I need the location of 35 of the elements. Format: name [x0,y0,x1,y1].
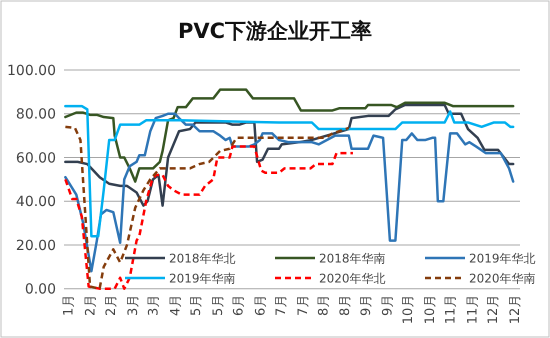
legend-label: 2019年华北 [469,252,536,266]
legend-label: 2019年华南 [169,272,236,286]
x-tick-label: 7月 [274,294,289,316]
x-tick-label: 2月 [104,294,120,316]
x-tick-label: 2月 [84,294,99,316]
x-tick-label: 3月 [146,294,162,316]
y-tick-label: 80.00 [16,106,56,123]
x-tick-label: 10月 [401,294,416,324]
x-tick-label: 6月 [253,294,268,316]
x-tick-label: 9月 [358,294,374,316]
x-tick-label: 3月 [126,294,141,316]
x-tick-label: 6月 [231,294,246,316]
y-tick-label: 60.00 [16,150,56,166]
x-tick-label: 11月 [466,294,481,324]
x-tick-label: 12月 [486,294,502,324]
x-tick-label: 12月 [508,294,524,324]
y-tick-label: 0.00 [24,282,56,298]
x-tick-label: 7月 [296,294,311,316]
legend-label: 2020年华南 [469,272,536,286]
y-tick-label: 20.00 [16,238,56,254]
x-tick-label: 10月 [423,294,438,324]
x-tick-label: 11月 [444,294,459,324]
legend-label: 2018年华北 [169,252,236,266]
x-tick-label: 5月 [210,294,226,316]
x-tick-label: 4月 [168,294,184,316]
x-tick-label: 8月 [338,294,354,316]
x-tick-label: 8月 [316,294,332,316]
x-tick-label: 9月 [380,294,396,316]
x-tick-label: 1月 [62,294,77,316]
legend-label: 2018年华南 [319,252,386,266]
y-tick-label: 40.00 [16,194,56,210]
x-tick-label: 5月 [188,294,204,316]
legend-label: 2020年华北 [319,272,386,286]
y-tick-label: 100.00 [7,63,56,79]
chart-title: PVC下游企业开工率 [178,19,372,43]
